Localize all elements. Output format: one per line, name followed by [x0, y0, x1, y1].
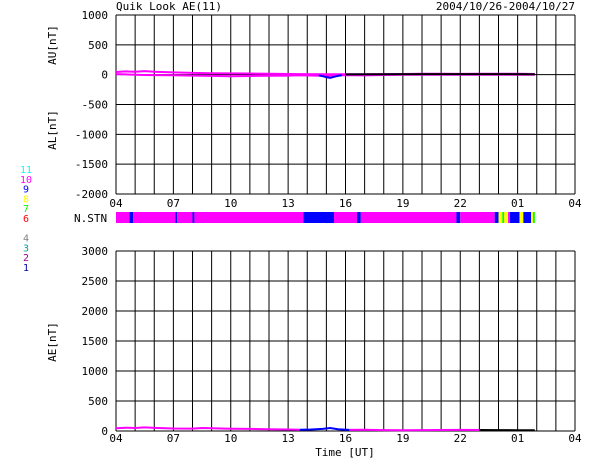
x-tick-label: 04: [568, 197, 582, 210]
station-count-bar: [116, 212, 535, 223]
series-line: [115, 426, 300, 431]
series-line: [299, 426, 350, 431]
y-tick-label: 0: [101, 425, 108, 438]
chart-title: Quik Look AE(11): [116, 0, 222, 13]
station-bar-segment: [133, 212, 176, 223]
x-tick-label: 07: [167, 432, 180, 445]
al-axis-label: AL[nT]: [46, 110, 59, 150]
y-tick-label: 0: [101, 69, 108, 82]
ae-axis-label: AE[nT]: [46, 322, 59, 362]
x-tick-label: 01: [511, 197, 524, 210]
x-tick-label: 19: [396, 197, 409, 210]
station-bar-segment: [303, 212, 335, 223]
x-axis-label: Time [UT]: [315, 446, 375, 459]
station-bar-segment: [334, 212, 357, 223]
y-tick-label: 2000: [82, 305, 109, 318]
station-bar-segment: [519, 212, 524, 223]
station-bar-segment: [504, 212, 509, 223]
x-tick-label: 19: [396, 432, 409, 445]
station-bar-segment: [194, 212, 304, 223]
station-bar-segment: [531, 212, 533, 223]
station-bar-segment: [177, 212, 193, 223]
x-tick-label: 16: [339, 432, 352, 445]
y-tick-label: -1000: [75, 128, 108, 141]
station-bar-segment: [494, 212, 499, 223]
station-bar-segment: [360, 212, 457, 223]
x-tick-label: 22: [454, 432, 467, 445]
station-bar-segment: [175, 212, 178, 223]
y-tick-label: -2000: [75, 188, 108, 201]
station-legend-item: 2: [23, 253, 29, 264]
station-bar-segment: [508, 212, 510, 223]
x-tick-label: 01: [511, 432, 524, 445]
y-tick-label: -500: [82, 99, 109, 112]
y-tick-label: 500: [88, 39, 108, 52]
station-bar-segment: [129, 212, 134, 223]
station-bar-segment: [116, 212, 130, 223]
station-legend-item: 4: [23, 234, 29, 245]
station-bar-segment: [498, 212, 503, 223]
y-tick-label: 1500: [82, 335, 109, 348]
station-bar-segment: [502, 212, 505, 223]
y-tick-label: -1500: [75, 158, 108, 171]
x-tick-label: 22: [454, 197, 467, 210]
station-bar-segment: [523, 212, 532, 223]
station-bar-segment: [460, 212, 495, 223]
x-tick-label: 10: [224, 197, 237, 210]
station-bar-segment: [456, 212, 461, 223]
station-legend-item: 11: [20, 165, 32, 176]
x-tick-label: 13: [282, 197, 295, 210]
x-tick-label: 04: [568, 432, 582, 445]
station-legend-item: 9: [23, 185, 29, 196]
y-tick-label: 1000: [82, 365, 109, 378]
au-axis-label: AU[nT]: [46, 25, 59, 65]
station-legend-item: 8: [23, 194, 29, 205]
x-tick-label: 04: [109, 197, 123, 210]
series-line: [318, 74, 342, 79]
station-legend-item: 5: [23, 224, 29, 235]
y-tick-label: 1000: [82, 9, 109, 22]
y-tick-label: 2500: [82, 275, 109, 288]
station-legend-item: 3: [23, 243, 29, 254]
x-tick-label: 04: [109, 432, 123, 445]
x-tick-label: 10: [224, 432, 237, 445]
station-bar-segment: [356, 212, 361, 223]
y-tick-label: 3000: [82, 245, 109, 258]
station-bar-segment: [509, 212, 520, 223]
y-tick-label: 500: [88, 395, 108, 408]
x-tick-label: 13: [282, 432, 295, 445]
x-tick-label: 07: [167, 197, 180, 210]
station-legend-item: 7: [23, 204, 29, 215]
station-count-label: N.STN: [74, 212, 107, 225]
x-tick-label: 16: [339, 197, 352, 210]
station-bar-segment: [532, 212, 535, 223]
date-range: 2004/10/26-2004/10/27: [436, 0, 575, 13]
station-legend-item: 10: [20, 175, 32, 186]
station-legend-item: 6: [23, 214, 29, 225]
station-legend-item: 1: [23, 263, 29, 274]
station-bar-segment: [192, 212, 195, 223]
